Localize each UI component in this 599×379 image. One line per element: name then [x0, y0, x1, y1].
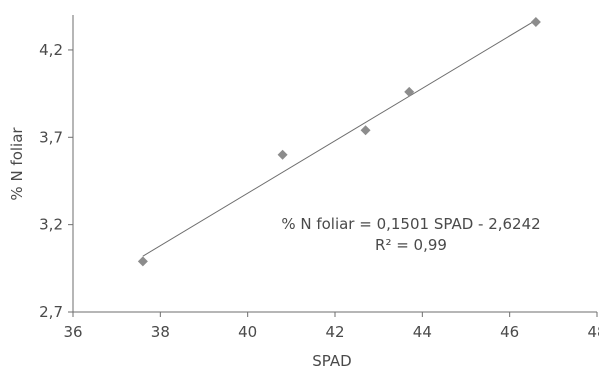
axes — [72, 15, 597, 313]
data-point — [277, 149, 288, 160]
data-points — [137, 16, 541, 267]
x-tick-label: 48 — [587, 323, 599, 341]
y-tick-label: 4,2 — [39, 41, 63, 59]
data-point — [530, 16, 541, 27]
trendline-equation: % N foliar = 0,1501 SPAD - 2,6242 — [281, 215, 540, 233]
x-axis-title: SPAD — [312, 352, 351, 370]
x-tick-label: 38 — [151, 323, 170, 341]
r-squared-label: R² = 0,99 — [375, 236, 447, 254]
x-tick-label: 42 — [325, 323, 344, 341]
x-tick-label: 40 — [238, 323, 257, 341]
data-point — [137, 256, 148, 267]
data-point — [360, 125, 371, 136]
data-point — [404, 86, 415, 97]
trendline — [142, 19, 537, 257]
x-tick-label: 36 — [63, 323, 82, 341]
y-tick-label: 3,7 — [39, 128, 63, 146]
trendline-group — [142, 19, 537, 257]
y-ticks: 2,7 3,2 3,7 4,2 — [39, 41, 73, 321]
y-axis-title: % N foliar — [8, 127, 26, 201]
x-ticks: 36 38 40 42 44 46 48 — [63, 312, 599, 341]
x-tick-label: 46 — [500, 323, 519, 341]
y-tick-label: 3,2 — [39, 216, 63, 234]
x-tick-label: 44 — [413, 323, 432, 341]
y-tick-label: 2,7 — [39, 303, 63, 321]
